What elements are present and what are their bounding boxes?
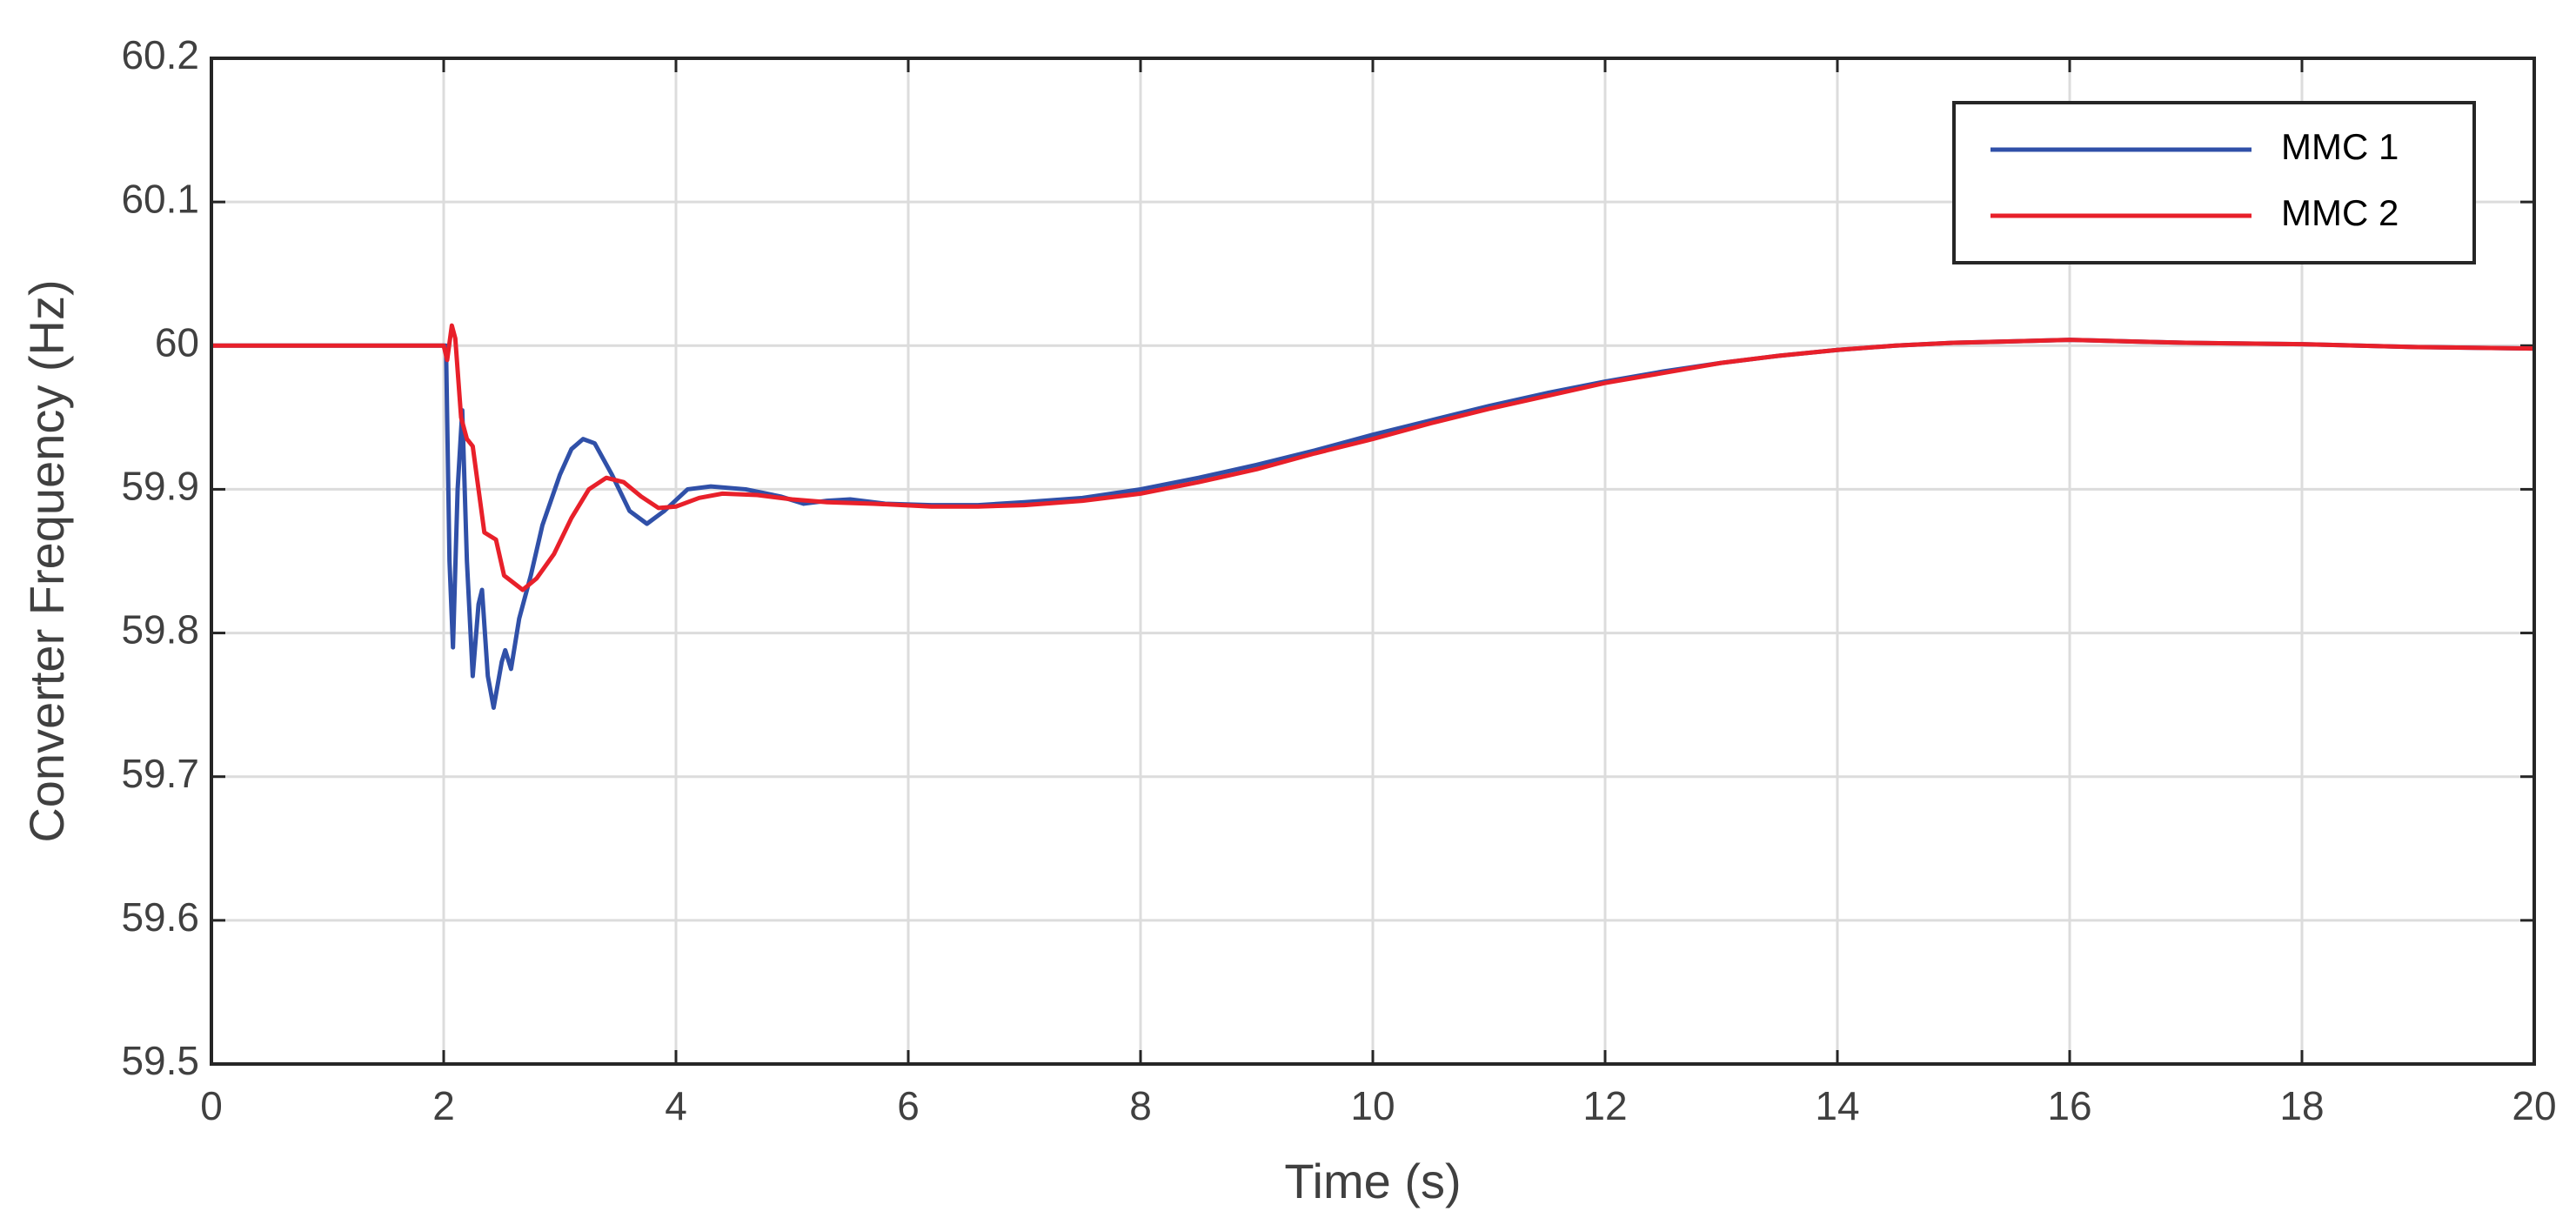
y-tick-label: 59.5 xyxy=(121,1038,199,1083)
x-tick-label: 16 xyxy=(2047,1083,2091,1128)
legend-label: MMC 2 xyxy=(2281,192,2399,233)
y-tick-label: 59.6 xyxy=(121,894,199,940)
x-tick-label: 6 xyxy=(897,1083,920,1128)
y-tick-label: 60 xyxy=(155,319,199,365)
y-axis-label: Converter Frequency (Hz) xyxy=(19,279,74,842)
x-tick-label: 14 xyxy=(1815,1083,1859,1128)
y-tick-label: 59.8 xyxy=(121,607,199,652)
y-tick-label: 59.9 xyxy=(121,464,199,509)
x-tick-label: 0 xyxy=(200,1083,223,1128)
x-tick-label: 18 xyxy=(2279,1083,2324,1128)
x-tick-label: 20 xyxy=(2512,1083,2556,1128)
legend-box xyxy=(1952,101,2476,264)
x-tick-label: 12 xyxy=(1582,1083,1627,1128)
y-tick-label: 60.1 xyxy=(121,176,199,221)
x-tick-label: 10 xyxy=(1350,1083,1395,1128)
plot-frame xyxy=(210,57,2536,1066)
x-axis-label: Time (s) xyxy=(1284,1154,1461,1208)
x-tick-label: 2 xyxy=(432,1083,455,1128)
x-tick-label: 8 xyxy=(1129,1083,1152,1128)
series-line xyxy=(211,323,2535,592)
x-tick-label: 4 xyxy=(665,1083,687,1128)
legend-label: MMC 1 xyxy=(2281,126,2399,167)
y-tick-label: 60.2 xyxy=(121,32,199,77)
y-tick-label: 59.7 xyxy=(121,751,199,796)
